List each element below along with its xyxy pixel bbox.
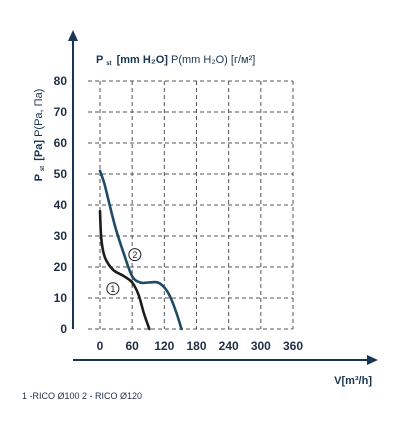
y-tick-labels: 0 10 20 30 40 50 60 70 80: [54, 74, 68, 336]
x-tick-label: 240: [219, 339, 239, 353]
y-axis-title-rest: P(Pa, Па): [33, 89, 45, 137]
grid: [88, 80, 294, 330]
x-tick-label: 60: [125, 339, 139, 353]
y-unit-label: P st [mm H₂O] P(mm H₂O) [г/м²]: [96, 54, 255, 68]
x-tick-label: 120: [154, 339, 174, 353]
axes: [68, 30, 378, 365]
legend-note: 1 -RICO Ø100 2 - RICO Ø120: [22, 391, 143, 401]
y-unit-p: P: [96, 54, 103, 66]
x-tick-label: 360: [283, 339, 303, 353]
series-markers: 12: [106, 248, 142, 296]
y-axis-title-p: P: [33, 174, 45, 181]
series-marker-circle: [106, 282, 120, 296]
series-marker-circle: [128, 248, 142, 262]
x-tick-label: 180: [186, 339, 206, 353]
y-tick-label: 50: [54, 167, 68, 181]
series-lines: [98, 169, 183, 331]
series-line-2: [98, 169, 183, 331]
x-tick-label: 0: [97, 339, 104, 353]
series-marker-label: 2: [132, 250, 137, 260]
y-axis-arrow: [68, 30, 78, 41]
x-axis-title: V[m³/h]: [334, 375, 372, 387]
y-axis-title-sub: st: [40, 166, 46, 171]
y-axis-title-bold: [Pa]: [33, 140, 45, 161]
y-unit-bold: [mm H₂O]: [117, 54, 169, 66]
y-tick-label: 20: [54, 260, 68, 274]
y-tick-label: 80: [54, 74, 68, 88]
y-tick-label: 60: [54, 136, 68, 150]
y-tick-label: 30: [54, 229, 68, 243]
x-tick-label: 300: [251, 339, 271, 353]
x-tick-labels: 0 60 120 180 240 300 360: [97, 339, 304, 353]
y-unit-sub: st: [106, 61, 111, 67]
x-axis-arrow: [367, 355, 378, 365]
y-tick-label: 10: [54, 291, 68, 305]
series-marker-1: 1: [106, 282, 120, 296]
series-marker-label: 1: [110, 284, 115, 294]
y-tick-label: 40: [54, 198, 68, 212]
series-line-1: [98, 209, 151, 331]
y-tick-label: 70: [54, 105, 68, 119]
y-unit-rest: P(mm H₂O) [г/м²]: [171, 54, 255, 66]
y-axis-title: P st [Pa] P(Pa, Па): [33, 89, 47, 182]
y-tick-label: 0: [60, 322, 67, 336]
series-marker-2: 2: [128, 248, 142, 262]
